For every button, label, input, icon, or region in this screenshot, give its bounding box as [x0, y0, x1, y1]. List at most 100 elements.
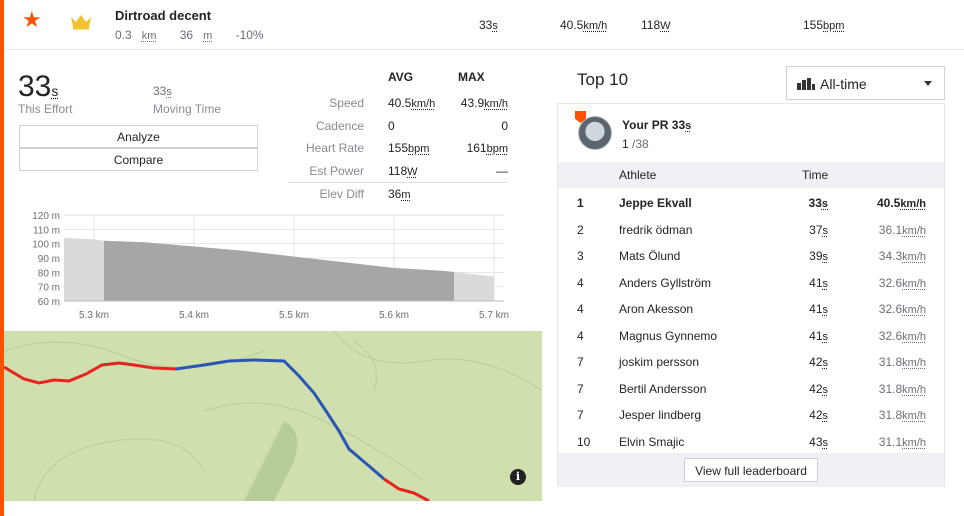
rank: 2 [577, 222, 584, 237]
segment-map[interactable] [4, 331, 542, 501]
athlete-name[interactable]: Elvin Smajic [619, 434, 685, 449]
athlete-name[interactable]: Jesper lindberg [619, 408, 702, 422]
athlete-name[interactable]: joskim persson [619, 355, 700, 369]
info-icon[interactable]: i [510, 469, 526, 485]
time-filter-label: All-time [820, 76, 867, 92]
x-tick-label: 5.6 km [379, 310, 409, 321]
athlete-time: 43s [809, 434, 828, 449]
accent-bar [0, 0, 4, 516]
route-line-after [383, 477, 430, 501]
segment-name[interactable]: Dirtroad decent [115, 8, 212, 23]
y-tick-label: 120 m [32, 211, 60, 222]
segment-grade: -10% [235, 28, 264, 42]
leaderboard-row: 1 Jeppe Ekvall 33s 40.5km/h [558, 189, 944, 216]
stats-max-value [458, 182, 508, 205]
athlete-name[interactable]: Magnus Gynnemo [619, 328, 718, 343]
stats-label: Cadence [315, 118, 364, 133]
stats-max-value: 0 [501, 118, 508, 133]
rank: 7 [577, 355, 584, 369]
stats-row: Elev Diff 36m [288, 182, 508, 205]
stats-label: Elev Diff [319, 186, 364, 201]
view-full-leaderboard-button[interactable]: View full leaderboard [684, 458, 818, 482]
athlete-column-header: Athlete [619, 168, 657, 182]
leaderboard-row: 10 Elvin Smajic 43s 31.1km/h [558, 428, 944, 455]
moving-time-label: Moving Time [153, 102, 222, 116]
x-tick-label: 5.7 km [479, 310, 509, 321]
athlete-time: 42s [809, 408, 828, 422]
stats-avg-value: 118W [388, 159, 458, 183]
route-line-segment [175, 358, 385, 481]
athlete-name[interactable]: Mats Ölund [619, 249, 681, 263]
athlete-time: 42s [809, 381, 828, 396]
rank: 4 [577, 302, 584, 316]
athlete-time: 41s [809, 302, 828, 316]
athlete-name[interactable]: Anders Gyllström [619, 275, 712, 290]
moving-time: 33s [153, 84, 172, 98]
y-tick-label: 80 m [38, 268, 60, 279]
compare-button[interactable]: Compare [19, 148, 258, 171]
stats-header-avg: AVG [388, 70, 414, 84]
leaderboard-title: Top 10 [577, 70, 629, 89]
avatar[interactable] [578, 116, 612, 150]
rank: 7 [577, 381, 584, 396]
athlete-name[interactable]: Bertil Andersson [619, 381, 707, 396]
x-tick-label: 5.4 km [179, 310, 209, 321]
athlete-time: 41s [809, 275, 828, 290]
segment-time: 33s [479, 18, 498, 32]
leaderboard-row: 2 fredrik ödman 37s 36.1km/h [558, 216, 944, 243]
athlete-name[interactable]: Aron Akesson [619, 302, 694, 316]
rank: 1 [577, 196, 584, 210]
stats-label: Heart Rate [305, 141, 364, 156]
athlete-speed: 31.1km/h [878, 434, 926, 449]
y-tick-label: 90 m [38, 254, 60, 265]
stats-label: Speed [329, 96, 364, 111]
leaderboard-panel: Your PR 33s 1 /38 Athlete Time 1 Jeppe Ek… [557, 103, 945, 487]
leaderboard-row: 3 Mats Ölund 39s 34.3km/h [558, 242, 944, 269]
y-tick-label: 70 m [38, 283, 60, 294]
pr-rank: 1 /38 [622, 137, 649, 151]
star-icon[interactable]: ★ [22, 7, 42, 32]
stats-header-max: MAX [458, 70, 485, 84]
segment-row[interactable]: ★ Dirtroad decent 0.3 km 36 m -10% 33s 40.… [4, 0, 964, 50]
leaderboard-row: 4 Aron Akesson 41s 32.6km/h [558, 295, 944, 322]
segment-heartrate: 155bpm [803, 18, 845, 32]
segment-distance: 0.3 km [115, 28, 157, 42]
athlete-speed: 32.6km/h [878, 275, 926, 290]
leaderboard-row: 7 Jesper lindberg 42s 31.8km/h [558, 401, 944, 428]
crown-icon [70, 14, 92, 33]
route-line-before [4, 361, 177, 385]
athlete-name[interactable]: fredrik ödman [619, 222, 693, 237]
effort-time-label: This Effort [18, 102, 73, 116]
effort-time: 33s [18, 70, 59, 103]
stats-avg-value: 36m [388, 186, 411, 201]
athlete-speed: 40.5km/h [876, 196, 926, 210]
segment-elevation: 36 m [179, 28, 213, 42]
leaderboard-row: 7 Bertil Andersson 42s 31.8km/h [558, 375, 944, 402]
stats-max-value: 161bpm [466, 141, 508, 156]
athlete-time: 39s [809, 249, 828, 263]
caret-down-icon [924, 81, 932, 86]
personal-record: Your PR 33s 1 /38 [558, 104, 944, 162]
x-tick-label: 5.5 km [279, 310, 309, 321]
leaderboard-row: 4 Magnus Gynnemo 41s 32.6km/h [558, 322, 944, 349]
stats-row: Est Power 118W — [288, 159, 508, 183]
stats-row: Heart Rate 155bpm 161bpm [288, 137, 508, 160]
y-tick-label: 100 m [32, 240, 60, 251]
leaderboard-footer: View full leaderboard [558, 453, 944, 487]
time-filter-dropdown[interactable]: All-time [786, 66, 945, 100]
stats-avg-value: 40.5km/h [388, 96, 436, 111]
leaderboard-row: 7 joskim persson 42s 31.8km/h [558, 348, 944, 375]
analyze-button[interactable]: Analyze [19, 125, 258, 148]
athlete-speed: 31.8km/h [878, 355, 926, 369]
segment-speed: 40.5km/h [560, 18, 608, 32]
segment-power: 118W [641, 18, 671, 32]
athlete-speed: 31.8km/h [878, 381, 926, 396]
athlete-name[interactable]: Jeppe Ekvall [619, 196, 692, 210]
x-tick-label: 5.3 km [79, 310, 109, 321]
stats-avg-value: 0 [388, 118, 395, 133]
stats-table: AVG MAX Speed 40.5km/h 43.9km/h Cadence 0 0 He… [288, 70, 508, 205]
y-tick-label: 110 m [33, 225, 60, 236]
elevation-chart: 120 m 110 m 100 m 90 m 80 m 70 m 60 m 5.3 km 5.4… [32, 211, 509, 321]
athlete-speed: 32.6km/h [878, 328, 926, 343]
bar-chart-icon [797, 78, 815, 90]
